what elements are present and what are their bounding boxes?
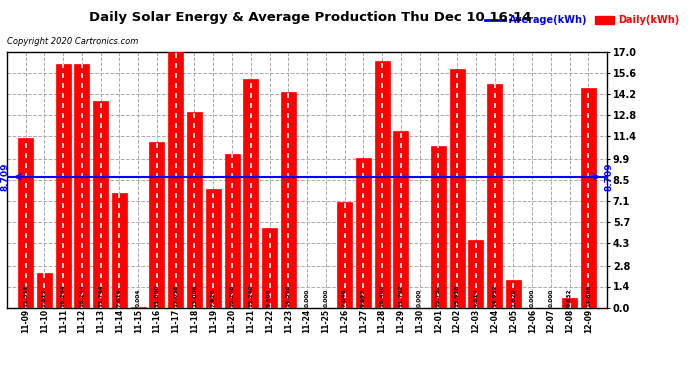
Text: 0.000: 0.000 [530, 288, 535, 307]
Text: 0.004: 0.004 [136, 288, 141, 307]
Bar [93, 101, 108, 308]
Text: 7.928: 7.928 [210, 288, 216, 307]
Text: 0.000: 0.000 [549, 288, 553, 307]
Text: 11.316: 11.316 [23, 284, 28, 307]
Text: 8.709: 8.709 [1, 163, 10, 191]
Text: 11.000: 11.000 [155, 284, 159, 307]
Text: 5.308: 5.308 [267, 288, 272, 307]
Text: 10.752: 10.752 [436, 284, 441, 307]
Text: 17.036: 17.036 [173, 284, 178, 307]
Bar [206, 189, 221, 308]
Bar [112, 193, 127, 308]
Text: Daily Solar Energy & Average Production Thu Dec 10 16:14: Daily Solar Energy & Average Production … [89, 11, 532, 24]
Text: 7.048: 7.048 [342, 288, 347, 307]
Text: 10.208: 10.208 [230, 284, 235, 307]
Text: 16.264: 16.264 [61, 284, 66, 307]
Bar [244, 79, 258, 308]
Bar [393, 130, 408, 308]
Bar [18, 138, 33, 308]
Text: 0.000: 0.000 [304, 288, 310, 307]
Text: 1.820: 1.820 [511, 288, 516, 307]
Text: 2.312: 2.312 [42, 288, 47, 307]
Bar [337, 202, 352, 308]
Bar [487, 84, 502, 308]
Legend: Average(kWh), Daily(kWh): Average(kWh), Daily(kWh) [482, 12, 683, 29]
Bar [187, 112, 202, 308]
Bar [262, 228, 277, 308]
Bar [56, 63, 70, 308]
Text: 16.400: 16.400 [380, 284, 384, 307]
Text: 9.992: 9.992 [361, 288, 366, 307]
Text: 14.932: 14.932 [492, 284, 497, 307]
Bar [469, 240, 484, 308]
Text: 11.792: 11.792 [398, 284, 404, 307]
Bar [450, 69, 464, 308]
Text: 0.000: 0.000 [417, 288, 422, 307]
Bar [224, 154, 239, 308]
Text: 13.008: 13.008 [192, 284, 197, 307]
Bar [431, 146, 446, 308]
Bar [562, 298, 578, 307]
Bar [75, 64, 90, 308]
Text: 16.244: 16.244 [79, 284, 84, 307]
Text: 8.709: 8.709 [604, 163, 613, 191]
Bar [37, 273, 52, 308]
Text: 4.514: 4.514 [473, 288, 478, 307]
Text: 15.240: 15.240 [248, 284, 253, 307]
Bar [375, 62, 390, 308]
Text: 7.616: 7.616 [117, 288, 122, 307]
Text: 0.632: 0.632 [567, 288, 572, 307]
Bar [581, 88, 596, 308]
Text: Copyright 2020 Cartronics.com: Copyright 2020 Cartronics.com [7, 38, 138, 46]
Bar [281, 92, 296, 308]
Text: 14.608: 14.608 [586, 284, 591, 307]
Text: 15.928: 15.928 [455, 284, 460, 307]
Text: 0.000: 0.000 [324, 288, 328, 307]
Bar [168, 52, 184, 308]
Bar [356, 158, 371, 308]
Bar [150, 142, 164, 308]
Text: 14.396: 14.396 [286, 284, 290, 307]
Bar [506, 280, 521, 308]
Text: 13.744: 13.744 [98, 284, 104, 307]
